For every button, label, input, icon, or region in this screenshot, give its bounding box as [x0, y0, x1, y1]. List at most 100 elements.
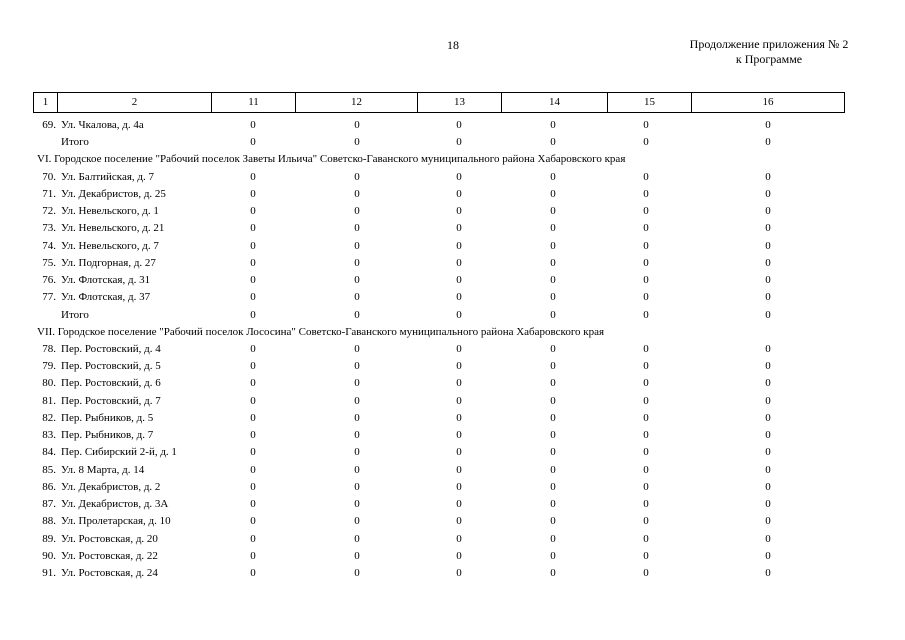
cell-value: 0 — [456, 274, 462, 287]
cell-value: 0 — [456, 429, 462, 442]
cell-value: 0 — [765, 549, 771, 562]
cell-value: 0 — [354, 274, 360, 287]
cell-value: 0 — [250, 532, 256, 545]
cell-value: 0 — [456, 463, 462, 476]
row-name: Итого — [61, 136, 89, 149]
cell-value: 0 — [765, 222, 771, 235]
cell-value: 0 — [550, 136, 556, 149]
cell-value: 0 — [765, 394, 771, 407]
row-number: 74. — [42, 239, 56, 252]
cell-value: 0 — [550, 377, 556, 390]
row-name: Ул. Флотская, д. 31 — [61, 274, 151, 287]
row-number: 90. — [42, 549, 56, 562]
cell-value: 0 — [550, 498, 556, 511]
header-cell: 15 — [608, 92, 692, 113]
cell-value: 0 — [765, 256, 771, 269]
header-cell: 16 — [692, 92, 845, 113]
cell-value: 0 — [250, 360, 256, 373]
cell-value: 0 — [354, 239, 360, 252]
cell-value: 0 — [354, 360, 360, 373]
cell-value: 0 — [456, 411, 462, 424]
row-name: Ул. Невельского, д. 1 — [61, 205, 159, 218]
cell-value: 0 — [643, 549, 649, 562]
cell-value: 0 — [354, 498, 360, 511]
cell-value: 0 — [354, 170, 360, 183]
row-name: Ул. Чкалова, д. 4а — [61, 119, 144, 131]
row-name: Пер. Ростовский, д. 6 — [61, 377, 161, 390]
cell-value: 0 — [354, 342, 360, 355]
header-cell: 1 — [33, 92, 58, 113]
cell-value: 0 — [250, 205, 256, 218]
row-name: Пер. Ростовский, д. 5 — [61, 360, 161, 373]
header-cell: 2 — [58, 92, 212, 113]
cell-value: 0 — [765, 308, 771, 321]
row-name: Ул. Флотская, д. 37 — [61, 291, 151, 304]
cell-value: 0 — [643, 498, 649, 511]
cell-value: 0 — [550, 532, 556, 545]
row-name: Пер. Ростовский, д. 4 — [61, 342, 161, 355]
cell-value: 0 — [765, 187, 771, 200]
cell-value: 0 — [250, 256, 256, 269]
cell-value: 0 — [250, 566, 256, 579]
row-number: 87. — [42, 498, 56, 511]
cell-value: 0 — [456, 119, 462, 131]
cell-value: 0 — [250, 136, 256, 149]
cell-value: 0 — [550, 566, 556, 579]
cell-value: 0 — [354, 136, 360, 149]
row-number: 75. — [42, 256, 56, 269]
cell-value: 0 — [550, 308, 556, 321]
row-name: Пер. Рыбников, д. 7 — [61, 429, 154, 442]
cell-value: 0 — [354, 532, 360, 545]
cell-value: 0 — [250, 187, 256, 200]
cell-value: 0 — [354, 394, 360, 407]
cell-value: 0 — [456, 549, 462, 562]
row-number: 71. — [42, 187, 56, 200]
cell-value: 0 — [354, 291, 360, 304]
cell-value: 0 — [643, 239, 649, 252]
row-name: Ул. Декабристов, д. 2 — [61, 480, 161, 493]
cell-value: 0 — [354, 429, 360, 442]
cell-value: 0 — [456, 377, 462, 390]
cell-value: 0 — [643, 532, 649, 545]
row-number: 80. — [42, 377, 56, 390]
cell-value: 0 — [456, 308, 462, 321]
cell-value: 0 — [765, 342, 771, 355]
row-name: Ул. Ростовская, д. 22 — [61, 549, 158, 562]
cell-value: 0 — [354, 222, 360, 235]
cell-value: 0 — [643, 515, 649, 528]
cell-value: 0 — [765, 498, 771, 511]
row-number: 86. — [42, 480, 56, 493]
cell-value: 0 — [765, 566, 771, 579]
cell-value: 0 — [456, 446, 462, 459]
cell-value: 0 — [765, 429, 771, 442]
row-number: 69. — [42, 119, 56, 131]
cell-value: 0 — [456, 239, 462, 252]
row-name: Ул. Невельского, д. 7 — [61, 239, 159, 252]
cell-value: 0 — [250, 498, 256, 511]
cell-value: 0 — [354, 566, 360, 579]
cell-value: 0 — [643, 342, 649, 355]
cell-value: 0 — [550, 222, 556, 235]
cell-value: 0 — [765, 532, 771, 545]
cell-value: 0 — [643, 463, 649, 476]
cell-value: 0 — [354, 119, 360, 131]
cell-value: 0 — [354, 205, 360, 218]
cell-value: 0 — [550, 291, 556, 304]
cell-value: 0 — [643, 446, 649, 459]
cell-value: 0 — [643, 429, 649, 442]
cell-value: 0 — [354, 515, 360, 528]
cell-value: 0 — [765, 136, 771, 149]
cell-value: 0 — [550, 549, 556, 562]
cell-value: 0 — [456, 566, 462, 579]
cell-value: 0 — [643, 360, 649, 373]
cell-value: 0 — [250, 446, 256, 459]
row-number: 78. — [42, 342, 56, 355]
row-name: Ул. Подгорная, д. 27 — [61, 256, 156, 269]
cell-value: 0 — [550, 256, 556, 269]
cell-value: 0 — [550, 446, 556, 459]
cell-value: 0 — [550, 119, 556, 131]
header-cell: 14 — [502, 92, 608, 113]
cell-value: 0 — [354, 256, 360, 269]
cell-value: 0 — [250, 411, 256, 424]
